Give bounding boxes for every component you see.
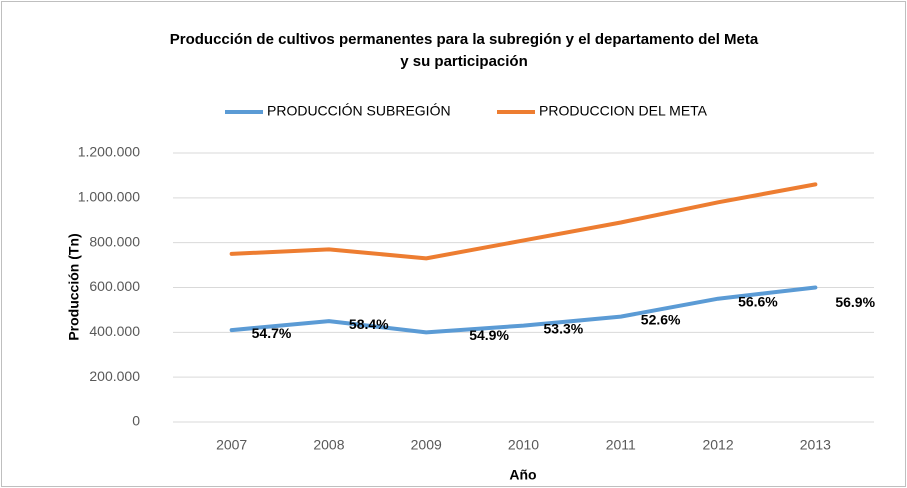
y-axis-title: Producción (Tn)	[66, 233, 82, 340]
data-annotation: 53.3%	[544, 320, 584, 336]
x-tick-label: 2013	[800, 437, 831, 453]
data-annotation: 56.9%	[835, 294, 875, 310]
legend-label: PRODUCCION DEL META	[539, 103, 708, 119]
x-tick-label: 2008	[313, 437, 344, 453]
chart-title: y su participación	[400, 53, 528, 70]
x-axis-title: Año	[509, 467, 536, 483]
y-tick-label: 400.000	[89, 323, 140, 339]
line-series	[229, 182, 818, 261]
x-tick-label: 2011	[606, 437, 636, 453]
line-series	[229, 285, 818, 335]
y-tick-label: 800.000	[89, 233, 140, 249]
y-tick-label: 0	[132, 413, 140, 429]
data-annotation: 56.6%	[738, 293, 778, 309]
y-tick-label: 200.000	[89, 368, 140, 384]
legend-label: PRODUCCIÓN SUBREGIÓN	[267, 103, 451, 119]
x-tick-label: 2007	[216, 437, 247, 453]
chart-title: Producción de cultivos permanentes para …	[170, 31, 759, 48]
x-tick-label: 2012	[702, 437, 733, 453]
data-annotation: 52.6%	[641, 311, 681, 327]
y-tick-label: 600.000	[89, 278, 140, 294]
y-tick-label: 1.200.000	[78, 144, 140, 160]
data-annotation: 54.9%	[469, 327, 509, 343]
x-tick-label: 2010	[508, 437, 539, 453]
y-tick-label: 1.000.000	[78, 189, 140, 205]
data-annotation: 54.7%	[252, 325, 292, 341]
data-annotation: 58.4%	[349, 316, 389, 332]
x-tick-label: 2009	[411, 437, 442, 453]
